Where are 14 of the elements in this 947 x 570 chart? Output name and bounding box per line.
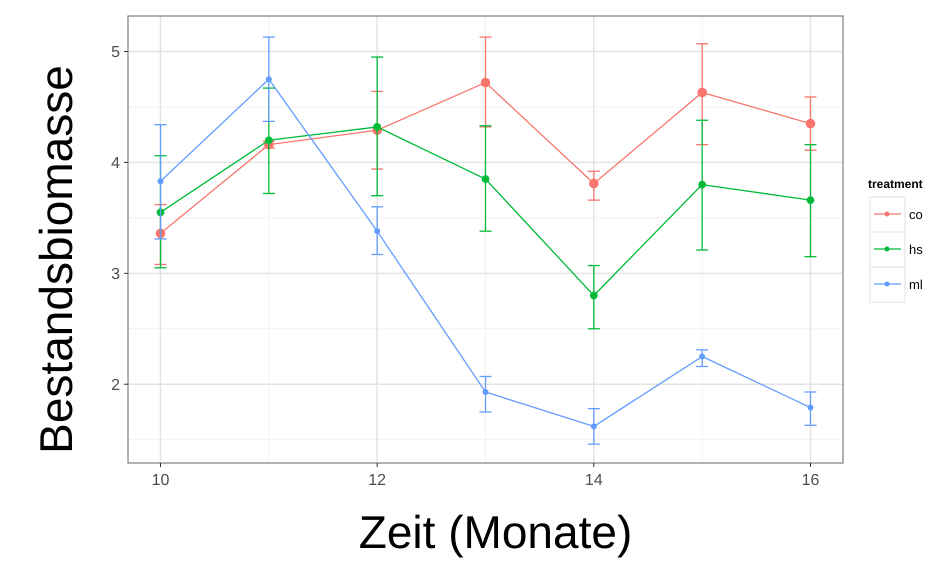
y-axis-title: Bestandsbiomasse [30,65,82,454]
y-tick-label: 4 [111,155,120,172]
x-tick-label: 12 [368,472,386,489]
x-tick-label: 14 [584,472,603,489]
x-tick-label: 16 [802,472,820,489]
legend-title: treatment [868,177,923,191]
x-tick-label: 10 [152,472,170,489]
y-tick-label: 5 [111,44,120,62]
legend-label: hs [909,242,924,257]
y-tick-label: 3 [111,266,120,283]
legend-label: co [909,207,923,222]
y-tick-label: 2 [111,376,120,394]
x-axis-title: Zeit (Monate) [358,506,632,558]
legend-label: ml [909,277,923,292]
